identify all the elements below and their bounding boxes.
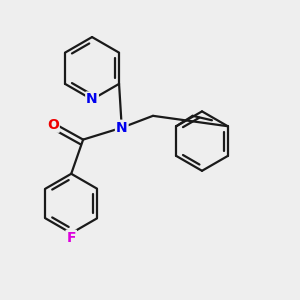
Text: O: O <box>47 118 59 132</box>
Text: F: F <box>67 231 76 245</box>
Text: N: N <box>86 92 98 106</box>
Text: N: N <box>116 121 128 135</box>
